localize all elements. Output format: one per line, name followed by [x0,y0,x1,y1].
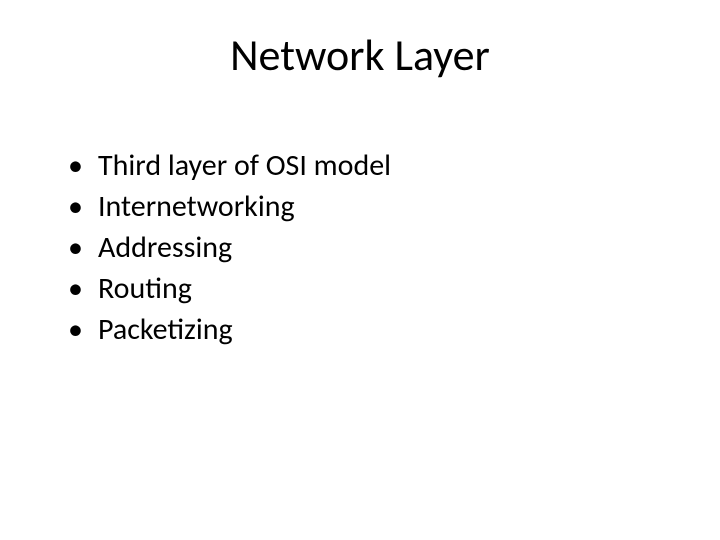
list-item: Packetizing [68,310,670,349]
list-item: Third layer of OSI model [68,146,670,185]
list-item: Internetworking [68,187,670,226]
list-item: Addressing [68,228,670,267]
bullet-list: Third layer of OSI model Internetworking… [50,146,670,349]
list-item: Routing [68,269,670,308]
slide-container: Network Layer Third layer of OSI model I… [0,0,720,540]
slide-title: Network Layer [50,28,670,82]
